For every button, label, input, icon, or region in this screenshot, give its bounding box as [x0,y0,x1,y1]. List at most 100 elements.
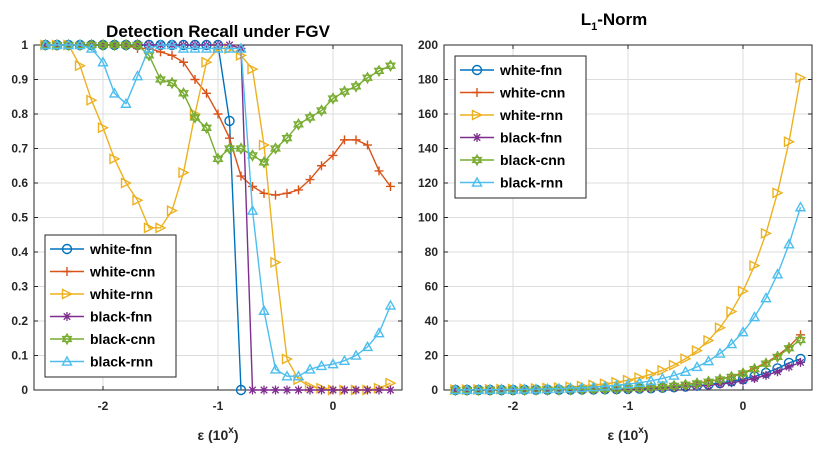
l1norm-point-black-rnn [702,355,715,366]
l1norm-legend-marker-white-cnn [472,88,482,97]
recall-series-black-cnn [40,38,396,169]
recall-line-black-rnn [45,44,392,377]
recall-point-black-rnn [39,39,52,50]
recall-point-white-rnn [247,63,259,75]
l1norm-point-black-cnn [760,357,772,370]
l1norm-point-black-rnn [771,268,784,279]
recall-point-black-rnn [292,370,305,381]
recall-point-black-fnn [386,385,395,395]
l1norm-point-black-rnn [622,378,634,389]
l1norm-point-black-fnn [773,367,782,377]
l1norm-chart-title: L1-Norm [581,10,648,33]
recall-ytick-label: 0.2 [11,314,28,328]
l1norm-point-white-rnn [737,285,750,297]
l1norm-point-black-fnn [738,376,748,386]
l1norm-point-black-rnn [656,372,669,383]
l1norm-legend-label-black-cnn: black-cnn [500,152,565,168]
l1norm-point-black-rnn [564,382,577,393]
l1norm-legend-label-white-cnn: white-cnn [499,85,565,101]
l1norm-point-white-rnn [714,322,727,334]
recall-point-black-cnn [109,38,120,52]
recall-point-black-rnn [384,299,397,310]
recall-point-white-cnn [190,75,200,84]
recall-legend-marker-black-cnn [61,332,73,346]
l1norm-chart-title-main: L [581,10,591,29]
l1norm-point-white-rnn [680,353,692,365]
recall-point-white-rnn [270,256,282,268]
recall-point-black-cnn [373,64,385,78]
l1norm-point-black-cnn [691,377,703,390]
recall-legend-marker-white-fnn [61,243,73,255]
recall-point-black-rnn [143,42,155,53]
recall-point-black-rnn [281,370,293,381]
recall-legend-marker-black-fnn [62,312,72,321]
l1norm-legend-item-white-rnn: white-rnn [460,107,563,123]
l1norm-ytick-label: 140 [418,142,438,156]
l1norm-chart-xlabel-close: ) [644,427,649,443]
recall-point-black-rnn [85,42,98,53]
recall-point-white-rnn [143,222,156,234]
l1norm-point-black-rnn [484,383,496,394]
recall-legend-item-black-rnn: black-rnn [50,354,153,370]
recall-point-white-cnn [179,57,188,67]
l1norm-ytick-label: 0 [431,383,438,397]
l1norm-point-black-cnn [657,380,668,394]
l1norm-chart: L1-Norm ε (10x) 0 20 40 60 80 100 120 140 160 180… [418,10,813,443]
recall-point-white-rnn [258,139,271,151]
l1norm-legend-marker-black-fnn [472,133,482,142]
l1norm-point-black-cnn [680,378,691,392]
recall-point-black-cnn [304,111,316,124]
recall-xtick-label: -1 [213,399,224,413]
l1norm-point-white-rnn [760,227,773,240]
recall-chart: Detection Recall under FGV ε (10x) 0 0.1 0… [11,22,403,443]
recall-point-white-cnn [374,166,384,176]
recall-point-white-cnn [351,135,361,145]
recall-point-white-cnn [328,150,338,160]
recall-point-black-cnn [166,76,178,90]
l1norm-ytick-label: 80 [425,245,439,259]
l1norm-point-black-rnn [599,380,611,391]
recall-point-black-cnn [339,85,350,98]
recall-point-black-rnn [212,42,224,53]
l1norm-xtick-label: -1 [623,399,634,413]
recall-xtick-label: 0 [330,399,337,413]
recall-legend: white-fnn white-cnn white-rnn black-fnn blac… [44,234,177,378]
recall-legend-item-white-cnn: white-cnn [50,264,155,280]
l1norm-point-white-rnn [726,305,738,318]
l1norm-point-black-cnn [622,381,634,395]
recall-legend-label-black-fnn: black-fnn [90,309,152,325]
l1norm-xtick-label: -2 [508,399,519,413]
recall-point-black-rnn [97,56,109,67]
recall-point-black-cnn [270,142,281,155]
l1norm-point-black-rnn [472,383,485,394]
recall-ytick-label: 0.9 [11,73,28,87]
recall-point-black-cnn [350,80,362,93]
recall-xtick-label: -2 [98,399,109,413]
l1norm-legend-marker-white-rnn [471,109,484,121]
l1norm-point-white-rnn [668,359,681,371]
l1norm-point-black-cnn [737,367,749,380]
l1norm-point-white-rnn [772,187,784,199]
recall-point-black-rnn [258,304,270,315]
recall-point-white-fnn [224,115,235,127]
l1norm-point-black-rnn [610,379,623,390]
l1norm-legend-item-black-rnn: black-rnn [460,175,563,191]
l1norm-point-black-cnn [795,333,806,347]
l1norm-point-black-rnn [760,292,772,303]
l1norm-point-black-rnn [541,382,554,394]
recall-point-black-rnn [177,42,190,53]
recall-legend-label-black-cnn: black-cnn [90,331,155,347]
recall-point-black-fnn [317,385,326,395]
recall-point-white-cnn [294,185,303,195]
recall-point-white-rnn [166,204,179,217]
recall-point-black-rnn [327,358,339,369]
l1norm-legend-label-white-fnn: white-fnn [499,62,562,78]
recall-point-white-cnn [340,135,349,145]
recall-ytick-label: 0.3 [11,280,28,294]
l1norm-legend-item-white-fnn: white-fnn [460,62,562,78]
recall-point-black-cnn [247,149,258,162]
recall-point-black-cnn [178,86,189,100]
l1norm-point-black-rnn [633,376,646,388]
l1norm-point-black-rnn [645,374,657,386]
recall-point-white-cnn [248,181,257,191]
